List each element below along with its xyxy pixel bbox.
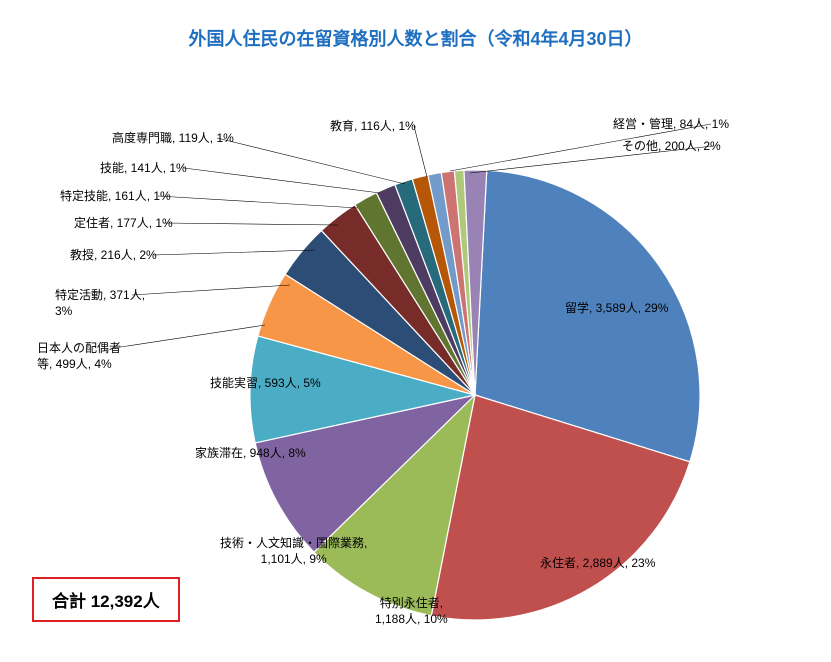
slice-label: 教育, 116人, 1%	[330, 118, 416, 134]
slice-label: 技能実習, 593人, 5%	[210, 375, 321, 391]
leader-line	[132, 285, 290, 295]
slice-label: 永住者, 2,889人, 23%	[540, 555, 655, 571]
leader-line	[165, 223, 338, 225]
pie-chart: 留学, 3,589人, 29% 永住者, 2,889人, 23% 特別永住者,1,1…	[0, 50, 831, 662]
slice-label: 教授, 216人, 2%	[70, 247, 157, 263]
chart-title: 外国人住民の在留資格別人数と割合（令和4年4月30日）	[0, 25, 831, 51]
leader-line	[414, 126, 427, 177]
slice-label: 高度専門職, 119人, 1%	[112, 130, 234, 146]
slice-label: その他, 200人, 2%	[622, 138, 721, 154]
slice-label: 特別永住者,1,188人, 10%	[375, 595, 448, 627]
slice-label: 特定技能, 161人, 1%	[60, 188, 171, 204]
slice-label: 定住者, 177人, 1%	[74, 215, 173, 231]
slice-label: 家族滞在, 948人, 8%	[195, 445, 306, 461]
slice-label: 技能, 141人, 1%	[100, 160, 187, 176]
slice-label: 技術・人文知識・国際業務,1,101人, 9%	[220, 535, 367, 567]
leader-line	[184, 168, 380, 193]
leader-line	[114, 325, 265, 348]
slice-label: 経営・管理, 84人, 1%	[613, 116, 729, 132]
slice-label: 留学, 3,589人, 29%	[565, 300, 668, 316]
leader-line	[154, 250, 315, 255]
total-box: 合計 12,392人	[32, 577, 180, 622]
slice-label: 日本人の配偶者等, 499人, 4%	[37, 340, 121, 372]
leader-line	[158, 196, 358, 208]
leader-line	[217, 138, 405, 184]
slice-label: 特定活動, 371人,3%	[55, 287, 145, 319]
